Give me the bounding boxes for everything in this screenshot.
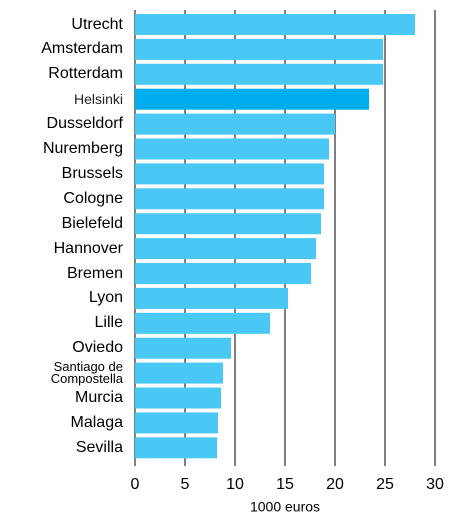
x-axis-label: 1000 euros	[250, 499, 320, 515]
y-tick-label: Bremen	[66, 264, 123, 282]
bar	[135, 163, 324, 185]
y-tick-label: Rotterdam	[48, 65, 123, 83]
x-tick-label: 25	[376, 476, 394, 493]
y-tick-label: Sevilla	[75, 438, 123, 456]
y-tick-label: Brussels	[61, 164, 123, 182]
y-tick-label: Lille	[94, 314, 123, 332]
bar	[135, 38, 383, 60]
y-tick-label: Amsterdam	[41, 40, 123, 58]
x-tick-label: 5	[181, 476, 190, 493]
bar	[135, 337, 231, 359]
y-tick-label: Lyon	[88, 289, 123, 307]
y-tick-label: Nuremberg	[42, 140, 123, 157]
bar	[135, 437, 217, 459]
bar	[135, 88, 369, 110]
y-tick-label: Malaga	[70, 413, 123, 431]
y-tick-label: Utrecht	[71, 15, 123, 33]
bar	[135, 188, 324, 210]
bar	[135, 113, 335, 135]
bar	[135, 63, 383, 85]
bar	[135, 14, 415, 35]
x-tick-label: 10	[226, 476, 244, 493]
y-tick-label: Murcia	[74, 389, 123, 406]
bar	[135, 312, 270, 334]
y-tick-label: Helsinki	[73, 91, 123, 108]
bar	[135, 412, 218, 434]
y-tick-label: Cologne	[63, 189, 123, 207]
y-tick-label: Bielefeld	[61, 214, 123, 232]
y-tick-label: Santiago de Compostella	[50, 359, 123, 387]
x-tick-label: 30	[426, 476, 444, 493]
bar	[135, 213, 321, 235]
y-tick-label: Oviedo	[72, 339, 123, 357]
y-tick-label: Hannover	[53, 239, 123, 257]
x-tick-label: 20	[326, 476, 344, 493]
bar	[135, 263, 311, 284]
bar	[135, 138, 329, 160]
bar	[135, 387, 221, 409]
bar	[135, 287, 288, 309]
x-tick-label: 0	[131, 476, 140, 493]
bar	[135, 238, 316, 260]
bar	[135, 362, 223, 384]
x-tick-label: 15	[276, 476, 294, 493]
y-tick-label: Dusseldorf	[46, 115, 123, 133]
